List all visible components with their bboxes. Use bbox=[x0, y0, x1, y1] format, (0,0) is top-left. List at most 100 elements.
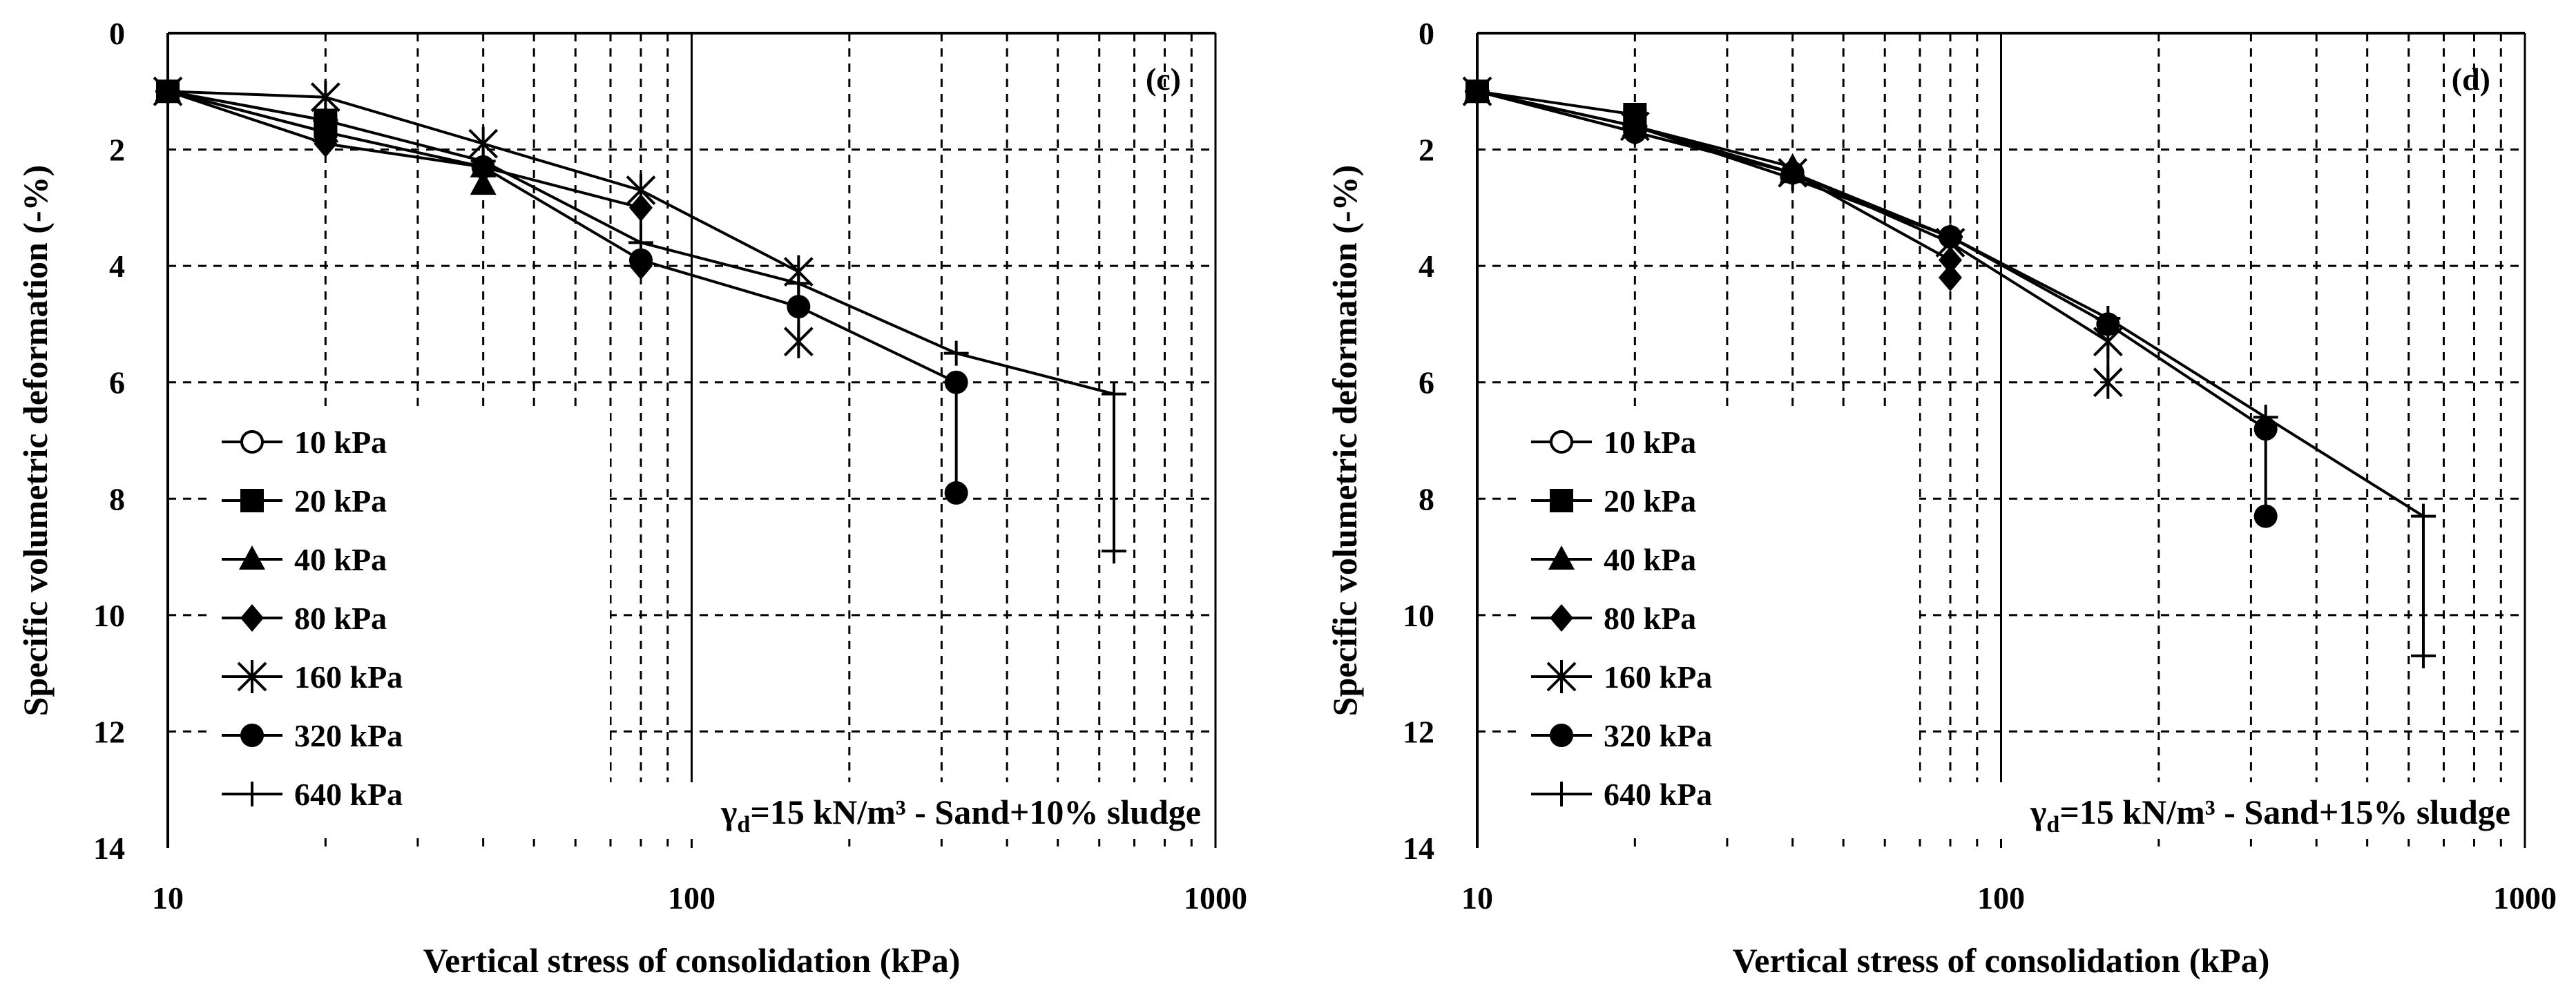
annotation-symbol: γ bbox=[2030, 793, 2046, 831]
legend-label: 40 kPa bbox=[1604, 542, 1696, 577]
y-tick-label: 0 bbox=[109, 16, 125, 51]
data-point bbox=[155, 79, 180, 104]
data-point bbox=[2410, 503, 2436, 529]
annotation-subscript: d bbox=[2046, 812, 2059, 838]
legend-label: 320 kPa bbox=[1604, 718, 1712, 753]
legend-marker bbox=[1548, 545, 1575, 570]
legend-label: 160 kPa bbox=[1604, 659, 1712, 695]
legend-marker bbox=[240, 782, 265, 806]
x-axis-title: Vertical stress of consolidation (kPa) bbox=[1733, 941, 2270, 980]
annotation-background bbox=[518, 782, 1211, 839]
data-point bbox=[1622, 113, 1648, 139]
data-point bbox=[1465, 79, 1490, 104]
legend-background bbox=[1519, 407, 1919, 832]
data-point bbox=[2253, 504, 2278, 528]
legend-marker bbox=[1549, 782, 1574, 806]
legend-marker bbox=[1550, 430, 1573, 454]
legend-marker bbox=[240, 489, 264, 512]
data-point bbox=[787, 295, 811, 319]
data-point bbox=[470, 148, 496, 174]
x-axis-title: Vertical stress of consolidation (kPa) bbox=[423, 941, 961, 980]
legend-label: 640 kPa bbox=[1604, 777, 1712, 812]
x-tick-label: 1000 bbox=[1184, 880, 1247, 916]
legend-marker bbox=[1550, 604, 1573, 632]
data-point bbox=[943, 340, 969, 366]
legend-marker bbox=[1546, 660, 1577, 693]
series-line bbox=[1477, 90, 2425, 656]
y-tick-label: 2 bbox=[109, 133, 125, 168]
data-point bbox=[1780, 166, 1805, 191]
data-point bbox=[944, 481, 968, 505]
data-point bbox=[1937, 224, 1963, 249]
series-line bbox=[1477, 90, 1952, 278]
data-point bbox=[1938, 246, 1962, 274]
data-point bbox=[470, 171, 497, 195]
y-axis-title: Specific volumetric deformation (-%) bbox=[16, 165, 55, 716]
data-point bbox=[944, 370, 968, 394]
y-tick-label: 2 bbox=[1419, 133, 1434, 168]
data-point bbox=[313, 108, 338, 133]
annotation-text: =15 kN/m³ - Sand+15% sludge bbox=[2059, 793, 2510, 831]
data-point bbox=[1101, 539, 1126, 564]
legend-label: 80 kPa bbox=[1604, 601, 1696, 636]
series-line bbox=[167, 90, 642, 267]
x-tick-label: 100 bbox=[1977, 880, 2025, 916]
annotation: γd=15 kN/m³ - Sand+15% sludge bbox=[2030, 793, 2510, 838]
y-tick-label: 4 bbox=[109, 249, 125, 284]
y-tick-label: 10 bbox=[1403, 598, 1434, 633]
legend-label: 10 kPa bbox=[294, 425, 387, 460]
legend-label: 20 kPa bbox=[1604, 483, 1696, 519]
legend-label: 80 kPa bbox=[294, 601, 387, 636]
series-6 bbox=[155, 79, 1126, 564]
y-tick-label: 0 bbox=[1419, 16, 1434, 51]
data-point bbox=[628, 248, 653, 272]
series-6 bbox=[1465, 79, 2436, 668]
data-point bbox=[1938, 264, 1962, 291]
panel-label: (d) bbox=[2452, 61, 2490, 97]
series-line bbox=[167, 90, 1115, 552]
y-axis-title: Specific volumetric deformation (-%) bbox=[1325, 165, 1364, 716]
y-tick-label: 14 bbox=[1403, 831, 1434, 866]
data-point bbox=[2093, 365, 2123, 399]
y-tick-label: 4 bbox=[1419, 249, 1434, 284]
annotation: γd=15 kN/m³ - Sand+10% sludge bbox=[720, 793, 1201, 838]
legend-label: 320 kPa bbox=[294, 718, 403, 753]
y-tick-label: 8 bbox=[109, 481, 125, 516]
annotation-subscript: d bbox=[737, 812, 750, 838]
legend-label: 640 kPa bbox=[294, 777, 403, 812]
data-point bbox=[783, 325, 814, 358]
legend-label: 160 kPa bbox=[294, 659, 403, 695]
y-tick-label: 6 bbox=[1419, 365, 1434, 400]
annotation-symbol: γ bbox=[720, 793, 737, 831]
data-point bbox=[626, 173, 656, 207]
data-point bbox=[2095, 306, 2121, 331]
data-point bbox=[786, 271, 811, 296]
x-tick-label: 10 bbox=[152, 880, 184, 916]
data-point bbox=[2253, 405, 2278, 430]
legend-marker bbox=[1550, 724, 1573, 747]
series-3 bbox=[1465, 77, 1962, 291]
legend-background bbox=[209, 407, 610, 832]
legend-label: 20 kPa bbox=[294, 483, 387, 519]
legend-marker bbox=[239, 545, 265, 570]
y-tick-label: 12 bbox=[1403, 714, 1434, 749]
y-tick-label: 10 bbox=[93, 598, 125, 633]
x-tick-label: 100 bbox=[668, 880, 715, 916]
series-1 bbox=[1465, 79, 1647, 133]
legend-marker bbox=[1550, 489, 1573, 512]
y-tick-label: 12 bbox=[93, 714, 125, 749]
panel-label: (c) bbox=[1146, 61, 1181, 97]
y-tick-label: 6 bbox=[109, 365, 125, 400]
data-point bbox=[628, 193, 653, 222]
legend-marker bbox=[237, 660, 267, 693]
legend-marker bbox=[240, 430, 264, 454]
data-point bbox=[1101, 381, 1126, 407]
y-tick-label: 14 bbox=[93, 831, 125, 866]
y-tick-label: 8 bbox=[1419, 481, 1434, 516]
annotation-text: =15 kN/m³ - Sand+10% sludge bbox=[750, 793, 1201, 831]
legend-marker bbox=[240, 604, 264, 632]
x-tick-label: 1000 bbox=[2493, 880, 2557, 916]
